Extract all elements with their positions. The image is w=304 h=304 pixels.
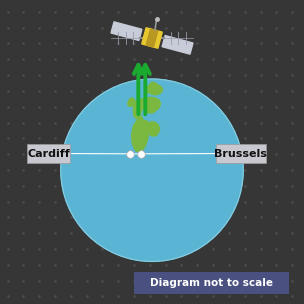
Circle shape (61, 79, 243, 261)
FancyBboxPatch shape (134, 272, 289, 294)
Text: Brussels: Brussels (215, 149, 267, 158)
Polygon shape (143, 115, 152, 119)
Polygon shape (148, 122, 160, 136)
Polygon shape (132, 116, 149, 152)
Polygon shape (128, 98, 135, 106)
FancyBboxPatch shape (146, 29, 158, 47)
FancyBboxPatch shape (111, 22, 142, 40)
FancyBboxPatch shape (142, 28, 162, 48)
Polygon shape (133, 99, 146, 119)
Polygon shape (143, 97, 161, 113)
Text: Diagram not to scale: Diagram not to scale (150, 278, 273, 288)
FancyBboxPatch shape (27, 144, 70, 164)
Text: Cardiff: Cardiff (27, 149, 70, 158)
FancyBboxPatch shape (162, 36, 193, 54)
Polygon shape (144, 82, 163, 95)
FancyBboxPatch shape (216, 144, 266, 164)
